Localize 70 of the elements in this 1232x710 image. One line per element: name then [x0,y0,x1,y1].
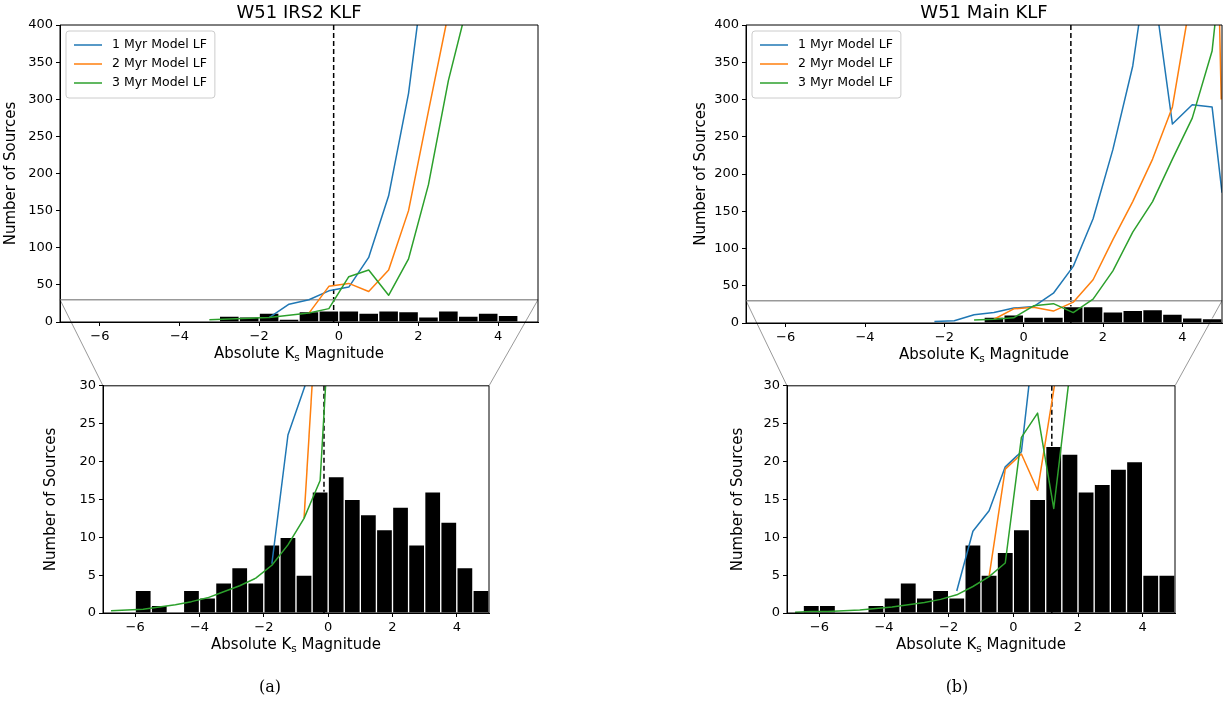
y-tick-label: 400 [28,16,53,32]
x-tick-label: 2 [1073,619,1083,635]
y-tick-label: 25 [79,415,96,431]
x-tick-label: 4 [1138,619,1147,635]
y-tick-label: 350 [714,53,739,69]
legend-label: 3 Myr Model LF [798,74,893,90]
y-tick-label: 30 [79,377,96,393]
x-tick-label: −4 [189,619,210,635]
legend-label: 2 Myr Model LF [798,55,893,71]
y-tick-label: 0 [730,314,739,330]
chart-title: W51 IRS2 KLF [236,0,362,22]
y-tick-label: 10 [79,528,96,544]
x-tick-label: 2 [388,619,397,635]
x-tick-label: −2 [939,619,959,635]
x-tick-label: 0 [324,619,333,635]
y-tick-label: 20 [763,452,780,468]
y-tick-label: 20 [79,452,96,468]
y-tick-label: 5 [87,566,96,582]
y-tick-label: 300 [28,90,53,106]
x-tick-label: −2 [249,328,269,344]
y-tick-label: 100 [714,239,739,255]
x-tick-label: −6 [776,329,796,345]
text: (b) [944,677,970,696]
y-tick-label: 100 [28,239,53,255]
x-tick-label: 2 [414,328,423,344]
y-tick-label: 250 [28,127,53,143]
x-tick-label: −2 [254,619,274,635]
y-tick-label: 5 [771,566,780,582]
y-tick-label: 150 [714,202,739,218]
x-tick-label: −6 [809,619,829,635]
legend-label: 1 Myr Model LF [112,36,207,52]
y-tick-label: 300 [714,90,739,106]
x-tick-label: 4 [452,619,461,635]
legend-label: 3 Myr Model LF [112,74,207,90]
x-tick-label: −4 [169,328,190,344]
y-tick-label: 25 [763,415,780,431]
x-tick-label: −6 [90,328,110,344]
y-tick-label: 0 [44,313,53,329]
chart-title: W51 Main KLF [920,0,1048,22]
y-tick-label: 350 [28,53,53,69]
x-tick-label: 0 [1019,329,1028,345]
x-tick-label: 4 [494,328,503,344]
legend-label: 1 Myr Model LF [798,36,893,52]
y-tick-label: 0 [87,604,96,620]
x-tick-label: −2 [934,329,954,345]
x-tick-label: −4 [874,619,894,635]
y-tick-label: 15 [763,490,780,506]
x-tick-label: 2 [1098,329,1108,345]
y-tick-label: 30 [763,377,780,393]
y-tick-label: 250 [714,128,739,144]
y-tick-label: 200 [714,165,739,181]
x-tick-label: −6 [125,619,145,635]
y-tick-label: 50 [722,277,739,293]
x-tick-label: 4 [1178,329,1187,345]
legend-label: 2 Myr Model LF [112,55,207,71]
y-axis-title: Number of Sources [727,427,746,572]
y-tick-label: 400 [714,16,739,32]
y-tick-label: 0 [771,604,780,620]
y-tick-label: 50 [36,276,53,292]
x-tick-label: 0 [1009,619,1018,635]
text: (a) [258,677,282,696]
y-tick-label: 15 [79,490,96,506]
y-tick-label: 200 [28,164,53,180]
x-tick-label: 0 [334,328,343,344]
x-tick-label: −4 [855,329,875,345]
y-axis-title: Number of Sources [690,102,709,246]
y-axis-title: Number of Sources [0,101,19,246]
y-tick-label: 150 [28,202,53,217]
y-axis-title: Number of Sources [40,427,59,572]
y-tick-label: 10 [763,528,780,544]
